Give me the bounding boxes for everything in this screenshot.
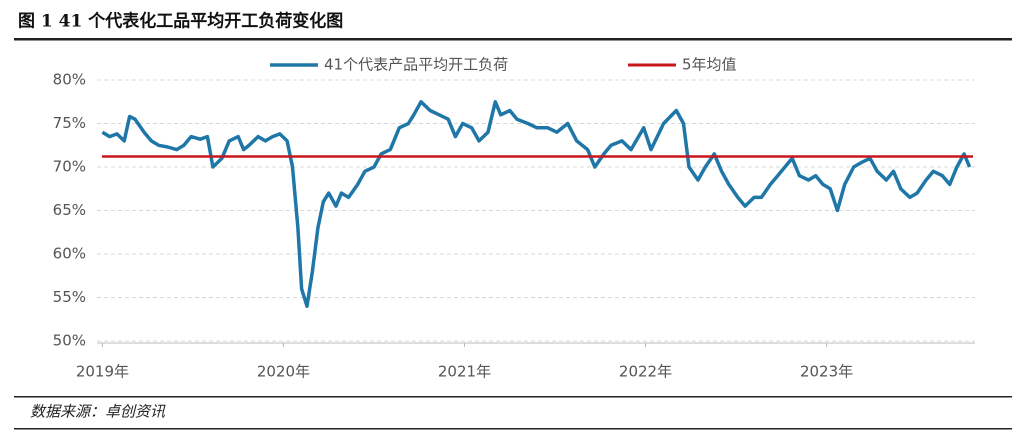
x-tick-label: 2020年 — [257, 363, 310, 381]
legend-label: 41个代表产品平均开工负荷 — [324, 56, 508, 74]
y-tick-label: 65% — [53, 201, 86, 219]
legend-label: 5年均值 — [682, 56, 737, 74]
x-tick-label: 2022年 — [619, 363, 672, 381]
y-tick-label: 70% — [53, 158, 86, 176]
source-rule — [14, 396, 1012, 398]
series-line — [101, 100, 972, 308]
chart-title: 图 1 41 个代表化工品平均开工负荷变化图 — [18, 11, 343, 32]
y-tick-label: 80% — [53, 71, 86, 89]
y-tick-label: 50% — [53, 332, 86, 350]
title-rule — [14, 38, 1012, 41]
source: 数据来源：卓创资讯 — [30, 403, 166, 421]
bottom-rule — [14, 428, 1012, 430]
x-tick-label: 2021年 — [438, 363, 491, 381]
y-tick-label: 55% — [53, 288, 86, 306]
y-tick-label: 75% — [53, 114, 86, 132]
x-tick-label: 2023年 — [800, 363, 853, 381]
y-tick-label: 60% — [53, 245, 86, 263]
x-tick-label: 2019年 — [76, 363, 129, 381]
